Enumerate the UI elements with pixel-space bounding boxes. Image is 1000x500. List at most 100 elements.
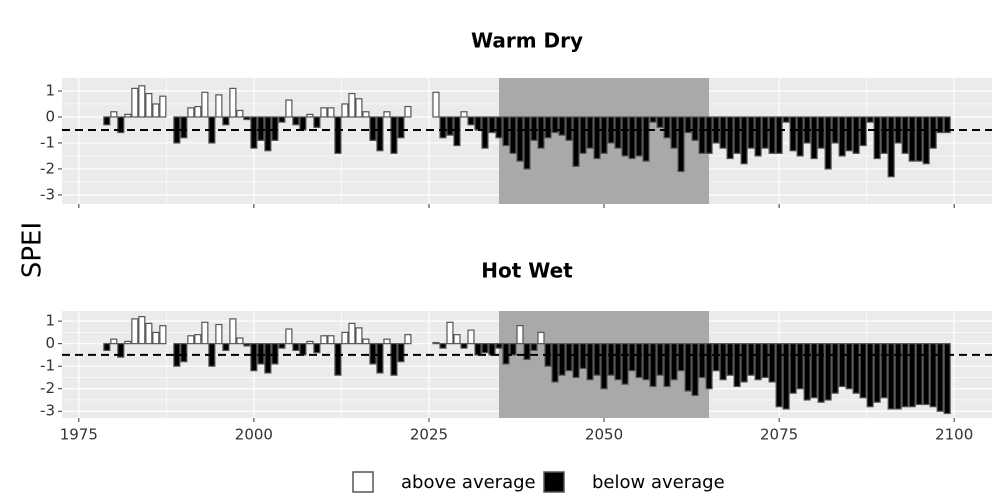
bar — [600, 116, 608, 154]
bar — [313, 343, 321, 354]
bar — [768, 116, 776, 154]
bar — [215, 94, 223, 118]
x-tick-label: 2025 — [410, 426, 448, 444]
y-tick-label: -1 — [40, 133, 55, 151]
bar — [754, 343, 762, 381]
bar — [474, 343, 482, 356]
bar — [523, 343, 531, 361]
bar — [887, 116, 895, 178]
bar — [677, 343, 685, 372]
bar — [754, 116, 762, 157]
bar — [124, 340, 132, 345]
bar — [404, 334, 412, 345]
bar — [908, 116, 916, 162]
bar — [866, 343, 874, 408]
y-axis-label: SPEI — [18, 222, 48, 278]
bar — [264, 116, 272, 152]
bar — [586, 343, 594, 381]
bar — [481, 343, 489, 354]
y-tick-label: -3 — [40, 185, 55, 203]
bar — [397, 116, 405, 139]
bar — [817, 116, 825, 149]
bar — [110, 338, 118, 345]
bar — [705, 343, 713, 390]
bar — [250, 343, 258, 372]
bar — [705, 116, 713, 154]
bar — [698, 343, 706, 379]
bar — [509, 343, 517, 356]
bar — [390, 343, 398, 376]
bar — [397, 343, 405, 363]
bar — [320, 107, 328, 118]
bar — [796, 343, 804, 390]
bar — [320, 335, 328, 345]
bar — [663, 343, 671, 388]
bar — [243, 116, 251, 121]
bar — [670, 343, 678, 381]
bar — [544, 116, 552, 139]
bar — [656, 343, 664, 376]
bar — [278, 116, 286, 123]
bar — [376, 116, 384, 152]
bar — [859, 116, 867, 147]
bar — [502, 116, 510, 147]
bar — [586, 116, 594, 149]
bar — [376, 343, 384, 374]
bar — [264, 343, 272, 374]
bar — [201, 321, 209, 345]
bar — [908, 343, 916, 408]
bar — [362, 338, 370, 345]
bar — [887, 343, 895, 410]
bar — [341, 331, 349, 345]
bar — [285, 99, 293, 118]
bar — [936, 116, 944, 134]
bar — [845, 116, 853, 152]
bar — [873, 116, 881, 160]
bar — [684, 343, 692, 392]
bar — [719, 343, 727, 381]
bar — [236, 337, 244, 345]
bar — [369, 116, 377, 141]
bar — [663, 116, 671, 139]
bar — [222, 343, 230, 352]
bar — [579, 116, 587, 154]
bar — [439, 343, 447, 349]
bar — [348, 92, 356, 118]
bar — [327, 107, 335, 118]
bar — [432, 91, 440, 118]
y-tick-label: 0 — [45, 334, 55, 352]
x-tick-label: 2000 — [235, 426, 273, 444]
bar — [880, 116, 888, 154]
bar — [495, 343, 503, 349]
bar — [306, 340, 314, 345]
bar — [782, 116, 790, 123]
bar — [747, 343, 755, 376]
bar — [579, 343, 587, 370]
x-tick-label: 1975 — [60, 426, 98, 444]
x-tick-label: 2100 — [935, 426, 973, 444]
bar — [698, 116, 706, 154]
bar — [516, 325, 524, 345]
bar — [236, 109, 244, 118]
bar — [901, 343, 909, 408]
bar — [355, 327, 363, 345]
bar — [460, 343, 468, 349]
bar — [635, 343, 643, 379]
bar — [250, 116, 258, 149]
bar — [306, 113, 314, 118]
bar — [677, 116, 685, 173]
bar — [712, 343, 720, 372]
legend-label: below average — [592, 472, 725, 493]
bar — [383, 338, 391, 345]
bar — [838, 343, 846, 388]
bar — [131, 318, 139, 345]
bar — [621, 116, 629, 157]
bar — [530, 343, 538, 352]
bar — [831, 343, 839, 394]
bar — [824, 116, 832, 170]
bar — [229, 318, 237, 345]
bar — [103, 343, 111, 352]
bar — [194, 105, 202, 118]
y-tick-label: 1 — [45, 81, 55, 99]
bar — [502, 343, 510, 365]
